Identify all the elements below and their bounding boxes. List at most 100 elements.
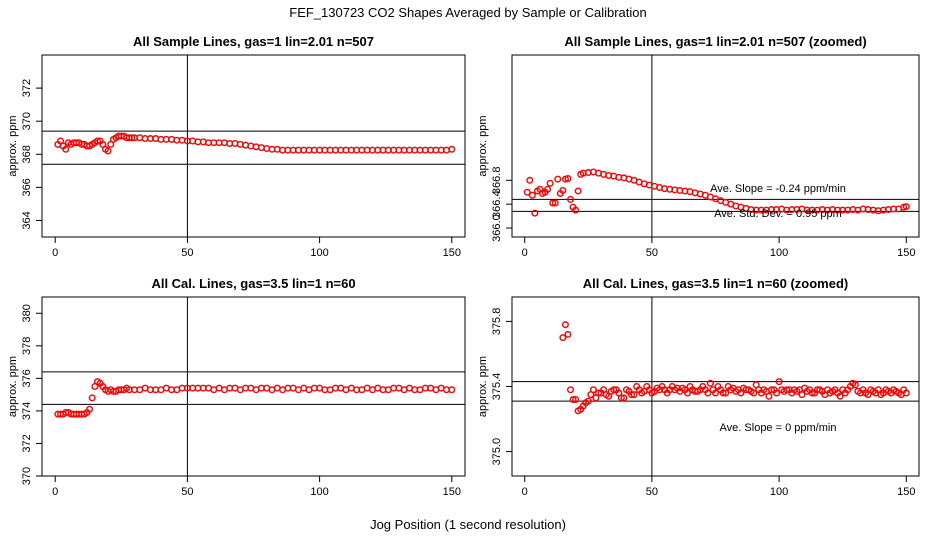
panel-1-point [94, 137, 102, 145]
panel-4-ytick-label: 375.0 [491, 438, 503, 466]
panel-4-xtick-label: 100 [770, 486, 788, 498]
panel-4-point [584, 397, 592, 405]
panel-3-point [86, 405, 94, 413]
panel-2-point [567, 195, 575, 203]
panel-2-point [554, 175, 562, 183]
panel-1-xtick-label: 100 [310, 247, 328, 259]
panel-2-ytick-label: 366.8 [491, 167, 503, 195]
panel-4-point [630, 391, 638, 399]
panel-1-xtick-label: 0 [52, 247, 58, 259]
panel-2-annotation: Ave. Std. Dev. = 0.95 ppm [714, 208, 842, 220]
panel-4-ytick-label: 375.8 [491, 308, 503, 336]
panel-4-point [589, 386, 597, 394]
panel-4-title: All Cal. Lines, gas=3.5 lin=1 n=60 (zoom… [583, 276, 849, 291]
panel-4-point [767, 386, 775, 394]
panel-4-point [567, 386, 575, 394]
panel-4-point [719, 389, 727, 397]
panel-2-xtick-label: 150 [897, 247, 915, 259]
panel-1-ytick-label: 370 [21, 112, 33, 130]
panel-2-ytick-label: 366.4 [491, 190, 503, 218]
panel-2-point [531, 209, 539, 217]
panel-1-point [448, 145, 456, 153]
panel-3-ytick-label: 378 [21, 337, 33, 355]
panel-2-point [528, 191, 536, 199]
panel-3-ylabel: approx. ppm [7, 356, 19, 417]
figure-title: FEF_130723 CO2 Shapes Averaged by Sample… [289, 5, 647, 20]
panel-3-frame [41, 296, 466, 477]
panel-3-point [88, 394, 96, 402]
figure-xlabel: Jog Position (1 second resolution) [370, 517, 566, 532]
panel-1-point [128, 134, 136, 142]
panel-2-ylabel: approx. ppm [477, 115, 489, 176]
panel-4-annotation: Ave. Slope = 0 ppm/min [720, 422, 837, 434]
panel-2-point [526, 176, 534, 184]
panel-4-point [564, 330, 572, 338]
panel-4-point [628, 391, 636, 399]
panel-1-point [104, 147, 112, 155]
panel-2-point [546, 179, 554, 187]
panel-2-frame [511, 54, 920, 238]
panel-4-point [610, 386, 618, 394]
panel-1-point [62, 145, 70, 153]
panel-4-point [765, 392, 773, 400]
panel-4-xtick-label: 150 [897, 486, 915, 498]
panel-3-xtick-label: 100 [310, 486, 328, 498]
panel-4-point [569, 396, 577, 404]
panel-2-annotation: Ave. Slope = -0.24 ppm/min [710, 183, 846, 195]
panel-3-ytick-label: 380 [21, 304, 33, 322]
panel-1-ytick-label: 368 [21, 145, 33, 163]
panel-4-xtick-label: 50 [646, 486, 658, 498]
panel-4-point [617, 394, 625, 402]
panel-3-ytick-label: 376 [21, 369, 33, 387]
panel-2-point [572, 206, 580, 214]
panel-4-point [902, 389, 910, 397]
panel-3-ytick-label: 374 [21, 402, 33, 420]
panel-3-ytick-label: 372 [21, 434, 33, 452]
panel-1-title: All Sample Lines, gas=1 lin=2.01 n=507 [133, 34, 374, 49]
panel-1-xtick-label: 50 [181, 247, 193, 259]
panel-2-point [902, 203, 910, 211]
panel-2-xtick-label: 50 [646, 247, 658, 259]
panel-2-point [523, 188, 531, 196]
panel-3-point [448, 386, 456, 394]
panel-4-point [559, 334, 567, 342]
panel-4-point [722, 389, 730, 397]
panel-4-point [783, 386, 791, 394]
panel-4-point [836, 392, 844, 400]
panel-2-point [564, 175, 572, 183]
panel-4-point [561, 321, 569, 329]
panel-4-point [798, 391, 806, 399]
panel-1-ytick-label: 372 [21, 79, 33, 97]
panel-4-point [620, 394, 628, 402]
panel-2-xtick-label: 100 [770, 247, 788, 259]
panel-3-ytick-label: 370 [21, 467, 33, 485]
panel-4-point [712, 389, 720, 397]
panel-2-point [559, 186, 567, 194]
panel-4-point [572, 396, 580, 404]
panel-4-point [594, 389, 602, 397]
panel-4-point [684, 389, 692, 397]
panel-4-point [808, 389, 816, 397]
panel-2-point [549, 199, 557, 207]
panel-2-point [574, 187, 582, 195]
panel-4-point [750, 389, 758, 397]
panel-4-point [704, 389, 712, 397]
panel-1-ytick-label: 366 [21, 178, 33, 196]
panel-1-xtick-label: 150 [443, 247, 461, 259]
panel-4-ylabel: approx. ppm [477, 356, 489, 417]
panel-1-ytick-label: 364 [21, 211, 33, 229]
panel-1-frame [41, 54, 466, 238]
panel-4-point [775, 378, 783, 386]
panel-4-point [851, 381, 859, 389]
panel-3-title: All Cal. Lines, gas=3.5 lin=1 n=60 [151, 276, 355, 291]
panel-2-point [551, 199, 559, 207]
panel-2-xtick-label: 0 [522, 247, 528, 259]
panel-4-xtick-label: 0 [522, 486, 528, 498]
panel-4-point [773, 389, 781, 397]
panel-2-title: All Sample Lines, gas=1 lin=2.01 n=507 (… [564, 34, 866, 49]
panel-3-xtick-label: 0 [52, 486, 58, 498]
panel-2-ytick-label: 366.0 [491, 214, 503, 242]
panel-4-ytick-label: 375.4 [491, 373, 503, 401]
panel-3-xtick-label: 50 [181, 486, 193, 498]
